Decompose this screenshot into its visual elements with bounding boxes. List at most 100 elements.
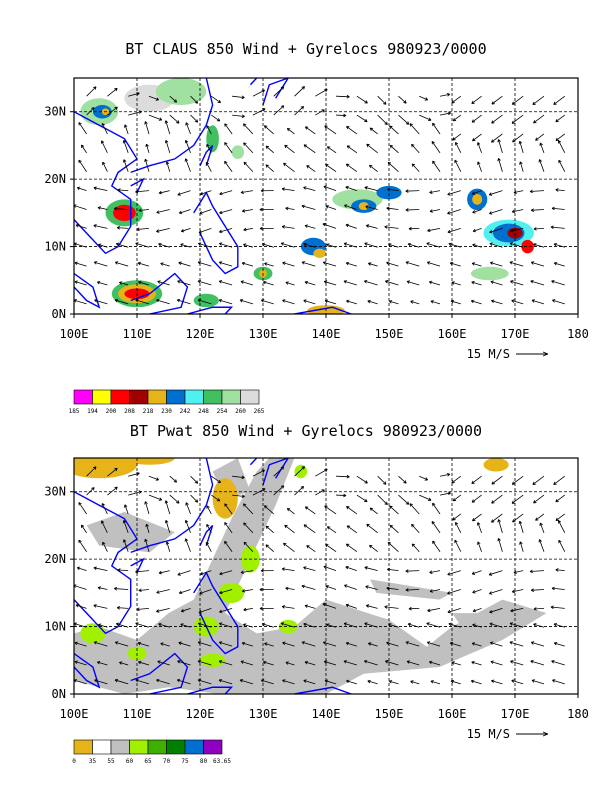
- colorbar-swatch: [129, 389, 149, 405]
- wind-arrow: [211, 475, 221, 484]
- wind-arrow: [409, 123, 420, 135]
- wind-arrow: [303, 299, 316, 305]
- wind-arrow: [78, 159, 87, 172]
- wind-arrow: [211, 494, 221, 502]
- wind-arrow: [471, 114, 482, 123]
- wind-arrow: [367, 679, 378, 685]
- colorbar-swatch: [73, 739, 93, 755]
- wind-arrow: [294, 105, 305, 116]
- wind-arrow: [512, 513, 524, 523]
- wind-arrow: [555, 513, 566, 522]
- wind-arrow: [377, 114, 388, 126]
- wind-arrow: [301, 641, 316, 647]
- wind-arrow: [452, 494, 462, 502]
- wind-arrow: [490, 513, 503, 523]
- lon-tick-label: 170E: [501, 327, 530, 341]
- colorbar-label: 230: [161, 408, 172, 415]
- wind-arrow: [286, 507, 295, 515]
- wind-arrow: [472, 589, 482, 594]
- wind-arrow: [497, 538, 503, 552]
- moist-region: [80, 623, 106, 644]
- wind-arrow: [538, 159, 545, 172]
- pwat-region: [86, 511, 175, 553]
- colorbar-swatch: [166, 739, 186, 755]
- wind-arrow: [490, 660, 503, 666]
- wind-arrow: [285, 661, 295, 666]
- wind-arrow: [476, 142, 482, 153]
- wind-arrow: [184, 158, 191, 172]
- wind-arrow: [388, 680, 399, 685]
- lon-tick-label: 180: [567, 707, 589, 721]
- dry-region: [483, 458, 509, 472]
- wind-arrow: [219, 607, 233, 614]
- wind-arrow: [80, 144, 87, 154]
- wind-arrow: [432, 160, 441, 172]
- wind-arrow: [284, 144, 295, 154]
- bottom-panel-title: BT Pwat 850 Wind + Gyrelocs 980923/0000: [129, 422, 483, 440]
- wind-arrow: [405, 588, 420, 592]
- wind-arrow: [429, 570, 441, 574]
- colorbar-swatch: [184, 739, 204, 755]
- wind-arrow: [531, 299, 545, 305]
- wind-arrow: [476, 522, 482, 533]
- wind-arrow: [190, 114, 199, 123]
- wind-arrow: [511, 114, 524, 124]
- lon-tick-label: 120E: [186, 327, 215, 341]
- bottom-pwat-map: 100E 110E 120E 130E 140E 150E 160E 170E 180 0N 10N…: [44, 457, 589, 765]
- wind-arrow: [224, 160, 233, 172]
- wind-arrow: [144, 501, 150, 515]
- top-panel-title: BT CLAUS 850 Wind + Gyrelocs 980923/0000: [125, 40, 487, 58]
- coastline: [193, 571, 239, 655]
- wind-arrow: [538, 539, 545, 552]
- wind-arrow: [363, 279, 378, 286]
- wind-arrow: [497, 519, 503, 533]
- wind-arrow: [356, 494, 368, 503]
- wind-arrow: [283, 162, 295, 173]
- wind-arrow: [447, 570, 461, 576]
- wind-arrow: [144, 158, 150, 172]
- wind-arrow: [114, 641, 129, 647]
- wind-arrow: [200, 570, 212, 576]
- wind-arrow: [557, 520, 566, 534]
- wind-arrow: [365, 205, 378, 210]
- wind-arrow: [555, 114, 566, 123]
- wind-arrow: [122, 539, 129, 552]
- wind-arrow: [303, 566, 316, 571]
- wind-arrow: [259, 606, 274, 611]
- wind-arrow: [532, 95, 545, 105]
- wind-arrow: [384, 605, 399, 609]
- wind-arrow: [377, 95, 387, 105]
- wind-arrow: [75, 604, 87, 609]
- wind-arrow: [345, 185, 357, 191]
- wind-arrow: [552, 679, 565, 685]
- wind-arrow: [232, 494, 245, 498]
- wind-arrow: [518, 520, 524, 533]
- wind-arrow: [450, 299, 461, 305]
- wind-arrow: [367, 262, 378, 267]
- wind-arrow: [511, 494, 524, 504]
- dry-region: [212, 478, 238, 519]
- wind-arrow: [386, 206, 399, 211]
- wind-arrow: [122, 520, 129, 533]
- wind-arrow: [419, 494, 432, 501]
- wind-arrow: [429, 589, 441, 593]
- wind-arrow: [322, 602, 337, 609]
- wind-arrow: [117, 188, 129, 192]
- wind-arrow: [97, 586, 108, 590]
- wind-arrow: [509, 641, 524, 647]
- wind-arrow: [471, 660, 482, 666]
- wind-arrow: [489, 607, 503, 614]
- lat-tick-label: 30N: [44, 485, 66, 499]
- colorbar-label: 75: [181, 758, 189, 765]
- wind-arrow: [345, 641, 357, 647]
- wind-arrow: [477, 161, 482, 172]
- wind-arrow: [107, 467, 118, 477]
- wind-arrow: [408, 606, 420, 611]
- wind-arrow: [365, 604, 378, 609]
- coastline: [130, 458, 214, 554]
- wind-arrow: [158, 190, 170, 195]
- wind-arrow: [205, 541, 212, 552]
- lon-tick-label: 150E: [375, 327, 404, 341]
- vector-ref-arrow: [516, 731, 549, 737]
- wind-arrow: [345, 261, 357, 267]
